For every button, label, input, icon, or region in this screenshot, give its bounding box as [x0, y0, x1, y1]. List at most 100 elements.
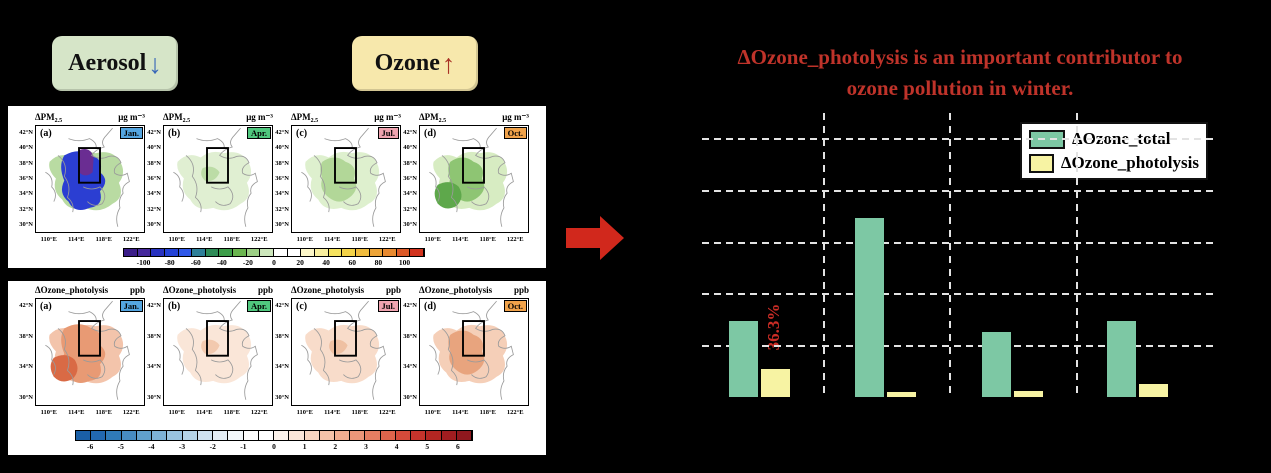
headline-line1: ΔOzone_photolysis is an important contri… [737, 45, 1183, 69]
colorbar-tick-label: 6 [456, 442, 460, 451]
dashed-gridline-horizontal [702, 345, 1216, 347]
colorbar-tick-label: -80 [164, 258, 175, 267]
panel-letter: (b) [168, 301, 181, 312]
panel-variable-main: ΔPM [163, 112, 183, 122]
bar-ozone-photolysis-group3 [1013, 391, 1043, 397]
bar-ozone-total-group2 [855, 218, 884, 397]
lon-tick-label: 110°E [40, 409, 57, 416]
panel-variable-subscript: 2.5 [310, 118, 319, 124]
lat-tick-label: 34°N [403, 363, 417, 371]
panel-variable-label: ΔPM2.5 [163, 112, 190, 124]
colorbar-segment [396, 249, 411, 256]
lon-tick-label: 118°E [351, 409, 368, 416]
map-shading-o3-jul [301, 300, 386, 400]
study-region-rectangle [206, 147, 229, 184]
panel-unit-label: μg m⁻³ [118, 112, 145, 122]
lat-tick-label: 40°N [19, 144, 33, 152]
legend-entry-photolysis: ΔOzone_photolysis [1029, 153, 1199, 173]
colorbar-tick-label: -100 [136, 258, 151, 267]
colorbar-tick-label: -1 [240, 442, 247, 451]
lon-tick-label: 118°E [223, 236, 240, 243]
month-badge-Oct: Oct. [503, 127, 527, 139]
colorbar-segment [106, 431, 122, 440]
aerosol-label: Aerosol [68, 50, 147, 76]
lat-tick-label: 42°N [275, 128, 289, 136]
lat-tick-label: 36°N [147, 175, 161, 182]
colorbar-segment [152, 431, 168, 440]
colorbar-segment [260, 249, 275, 256]
colorbar-segment [328, 249, 343, 256]
down-arrow-icon: ↓ [148, 49, 162, 79]
colorbar-segment [383, 249, 397, 256]
lat-tick-label: 40°N [275, 144, 289, 152]
panel-unit-label: μg m⁻³ [374, 112, 401, 122]
lon-tick-label: 110°E [424, 236, 441, 243]
lat-tick-label: 34°N [19, 190, 33, 198]
ozone-increase-badge: Ozone ↑ [352, 36, 478, 91]
dashed-gridline-horizontal [702, 138, 1216, 140]
month-badge-Jan: Jan. [119, 300, 143, 312]
panel-variable-subscript: 2.5 [182, 118, 191, 124]
colorbar-segment [246, 249, 261, 256]
panel-title-delta-pm25-(c): ΔPM2.5 μg m⁻³ [291, 112, 401, 124]
bar-ozone-total-group3 [982, 332, 1011, 397]
lon-tick-label: 122°E [122, 236, 140, 243]
panel-unit-label: ppb [129, 285, 145, 295]
panel-variable-main: ΔPM [291, 112, 311, 122]
right-arrow-icon [566, 216, 624, 260]
lon-tick-label: 118°E [223, 409, 240, 416]
lon-tick-label: 122°E [378, 236, 396, 243]
colorbar-delta-pm25 [123, 248, 425, 257]
dashed-gridline-horizontal [702, 293, 1216, 295]
panel-letter: (a) [40, 128, 52, 139]
colorbar-tick-label: 5 [425, 442, 430, 451]
colorbar-segment [342, 249, 356, 256]
colorbar-segment [304, 431, 320, 440]
map-card-delta-ozone-photolysis: ΔOzone_photolysis ppb (a) Jan. 42°N 38°N 34°N 3… [8, 281, 546, 455]
colorbar-segment [182, 431, 198, 440]
colorbar-tick-label: 80 [374, 258, 383, 267]
panel-variable-main: ΔPM [35, 112, 55, 122]
lat-tick-label: 30°N [403, 394, 417, 402]
lon-tick-label: 114°E [324, 236, 341, 243]
colorbar-segment [197, 431, 214, 440]
study-region-rectangle [78, 320, 101, 357]
colorbar-segment [274, 431, 290, 440]
dashed-gridline-vertical [1076, 113, 1078, 397]
colorbar-tick-label: 2 [333, 442, 338, 451]
dashed-gridline-horizontal [702, 242, 1216, 244]
lat-tick-label: 40°N [403, 144, 417, 152]
lat-tick-label: 30°N [147, 394, 161, 402]
lon-tick-label: 122°E [506, 409, 524, 416]
colorbar-tick-label: -2 [209, 442, 216, 451]
lon-tick-label: 114°E [68, 236, 85, 243]
lat-tick-label: 38°N [403, 159, 417, 167]
colorbar-segment [192, 249, 206, 256]
colorbar-segment [178, 249, 193, 256]
dashed-gridline-vertical [823, 113, 825, 397]
dashed-gridline-vertical [949, 113, 951, 397]
lat-tick-label: 30°N [403, 221, 417, 229]
colorbar-segment [410, 249, 425, 256]
study-region-rectangle [462, 320, 485, 357]
colorbar-segment [365, 431, 381, 440]
colorbar-tick-label: -4 [148, 442, 155, 451]
colorbar-segment [233, 249, 247, 256]
colorbar-segment [274, 249, 288, 256]
panel-letter: (d) [424, 301, 437, 312]
colorbar-tick-label: -60 [190, 258, 201, 267]
colorbar-segment [219, 249, 234, 256]
colorbar-segment [205, 249, 220, 256]
lat-tick-label: 36°N [275, 175, 289, 182]
lat-tick-label: 34°N [147, 363, 161, 371]
lat-tick-label: 38°N [403, 332, 417, 340]
colorbar-tick-label: 100 [398, 258, 411, 267]
bar-ozone-total-group1 [729, 321, 758, 397]
colorbar-tick-label: -20 [242, 258, 253, 267]
lat-tick-label: 30°N [19, 394, 33, 402]
map-panel-delta-ozone-photolysis-Jan.: (a) Jan. [35, 298, 145, 406]
dashed-gridline-horizontal [702, 190, 1216, 192]
colorbar-tick-label: -40 [216, 258, 227, 267]
lat-tick-label: 30°N [19, 221, 33, 229]
month-badge-Oct: Oct. [503, 300, 527, 312]
